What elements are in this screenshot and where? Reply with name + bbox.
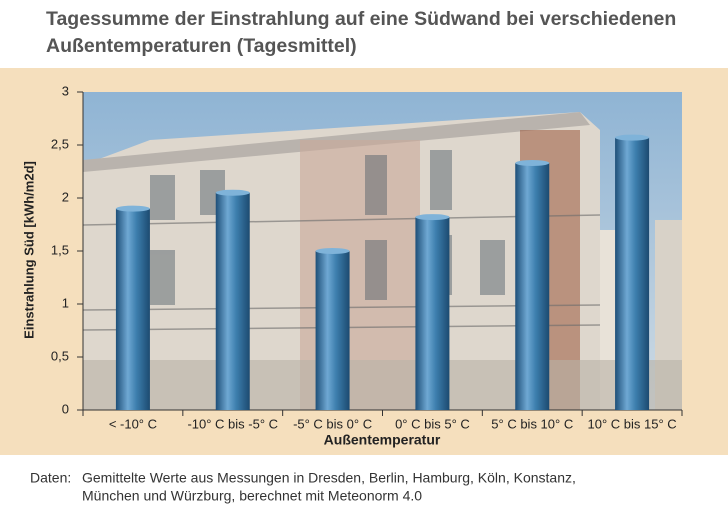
source-line: Gemittelte Werte aus Messungen in Dresde…: [82, 470, 576, 486]
x-tick-label: 10° C bis 15° C: [587, 416, 676, 431]
x-tick-label: 5° C bis 10° C: [491, 416, 573, 431]
source-line: München und Würzburg, berechnet mit Mete…: [82, 488, 422, 504]
y-tick-label: 2: [62, 189, 69, 204]
bar-cap: [215, 189, 250, 196]
x-tick-label: -10° C bis -5° C: [187, 416, 278, 431]
y-tick-label: 0,5: [51, 348, 69, 363]
bar: [615, 137, 650, 410]
y-tick-label: 2,5: [51, 136, 69, 151]
x-tick-label: -5° C bis 0° C: [293, 416, 372, 431]
bar-cap: [115, 205, 150, 212]
bar-cap: [415, 214, 450, 221]
bar: [115, 208, 150, 410]
x-tick-label: < -10° C: [109, 416, 157, 431]
y-tick-label: 3: [62, 83, 69, 98]
y-tick-label: 1,5: [51, 242, 69, 257]
source-label: Daten:: [30, 470, 71, 486]
chart-title: Tagessumme der Einstrahlung auf eine Süd…: [46, 8, 677, 57]
x-axis-label: Außentemperatur: [324, 432, 441, 448]
y-tick-label: 0: [62, 401, 69, 416]
y-tick-label: 1: [62, 295, 69, 310]
bar: [215, 192, 250, 410]
bar-cap: [315, 248, 350, 254]
x-tick-label: 0° C bis 5° C: [395, 416, 470, 431]
bar-cap: [615, 134, 650, 141]
bar: [415, 217, 450, 410]
bar: [515, 163, 550, 410]
bar-cap: [515, 160, 550, 167]
bar: [315, 251, 350, 410]
y-axis-label: Einstrahlung Süd [kWh/m2d]: [21, 161, 36, 339]
background-photo: [82, 92, 682, 410]
